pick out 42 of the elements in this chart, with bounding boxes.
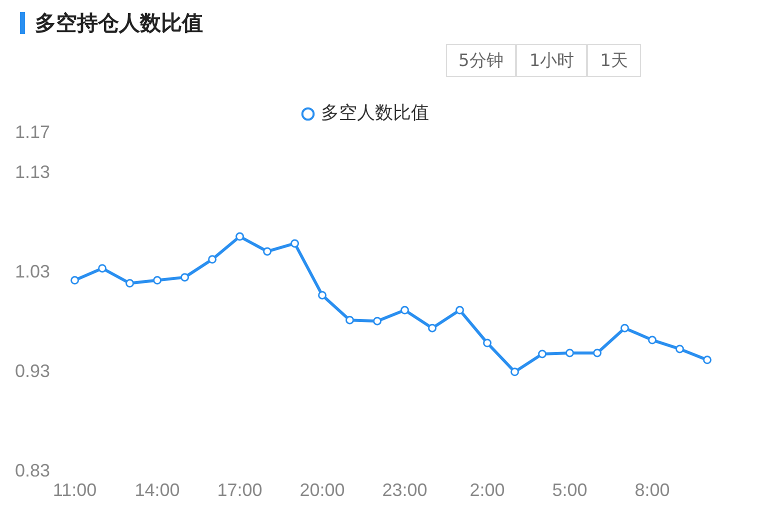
x-tick-label: 17:00 [217, 480, 262, 500]
point [290, 239, 300, 248]
point [318, 290, 327, 300]
y-tick-label: 0.83 [14, 460, 50, 480]
point [263, 247, 272, 256]
x-tick-label: 11:00 [52, 480, 97, 500]
point [70, 276, 80, 285]
point [648, 336, 657, 344]
point [456, 306, 464, 314]
chart-title: 多空持仓人数比值 [35, 10, 203, 37]
point [510, 368, 520, 376]
point [236, 232, 244, 241]
text: 1天 [587, 44, 641, 77]
point [373, 316, 382, 326]
x-tick-label: 14:00 [134, 480, 180, 500]
text: 1小时 [516, 44, 588, 77]
point [676, 344, 684, 354]
y-tick-label: 1.17 [14, 122, 50, 142]
point [703, 356, 712, 364]
x-tick-label: 5:00 [552, 480, 588, 500]
point [483, 338, 492, 348]
y-tick-label: 1.03 [14, 261, 50, 282]
point [400, 306, 410, 314]
point [566, 348, 574, 358]
x-tick-label: 8:00 [634, 480, 670, 500]
point [593, 348, 602, 358]
y-tick-label: 0.93 [14, 360, 50, 381]
point [346, 316, 354, 324]
legend-label: 多空人数比值 [321, 102, 429, 124]
x-tick-label: 23:00 [382, 480, 428, 500]
point [180, 273, 190, 282]
x-tick-label: 2:00 [470, 480, 505, 500]
point [153, 276, 162, 285]
point [126, 279, 134, 288]
point [98, 264, 107, 273]
y-tick-label: 1.13 [14, 162, 50, 182]
x-tick-label: 20:00 [300, 480, 345, 500]
text: 5分钟 [446, 44, 516, 77]
point [538, 350, 547, 358]
point [208, 255, 217, 264]
point [620, 324, 630, 332]
point [428, 324, 437, 332]
